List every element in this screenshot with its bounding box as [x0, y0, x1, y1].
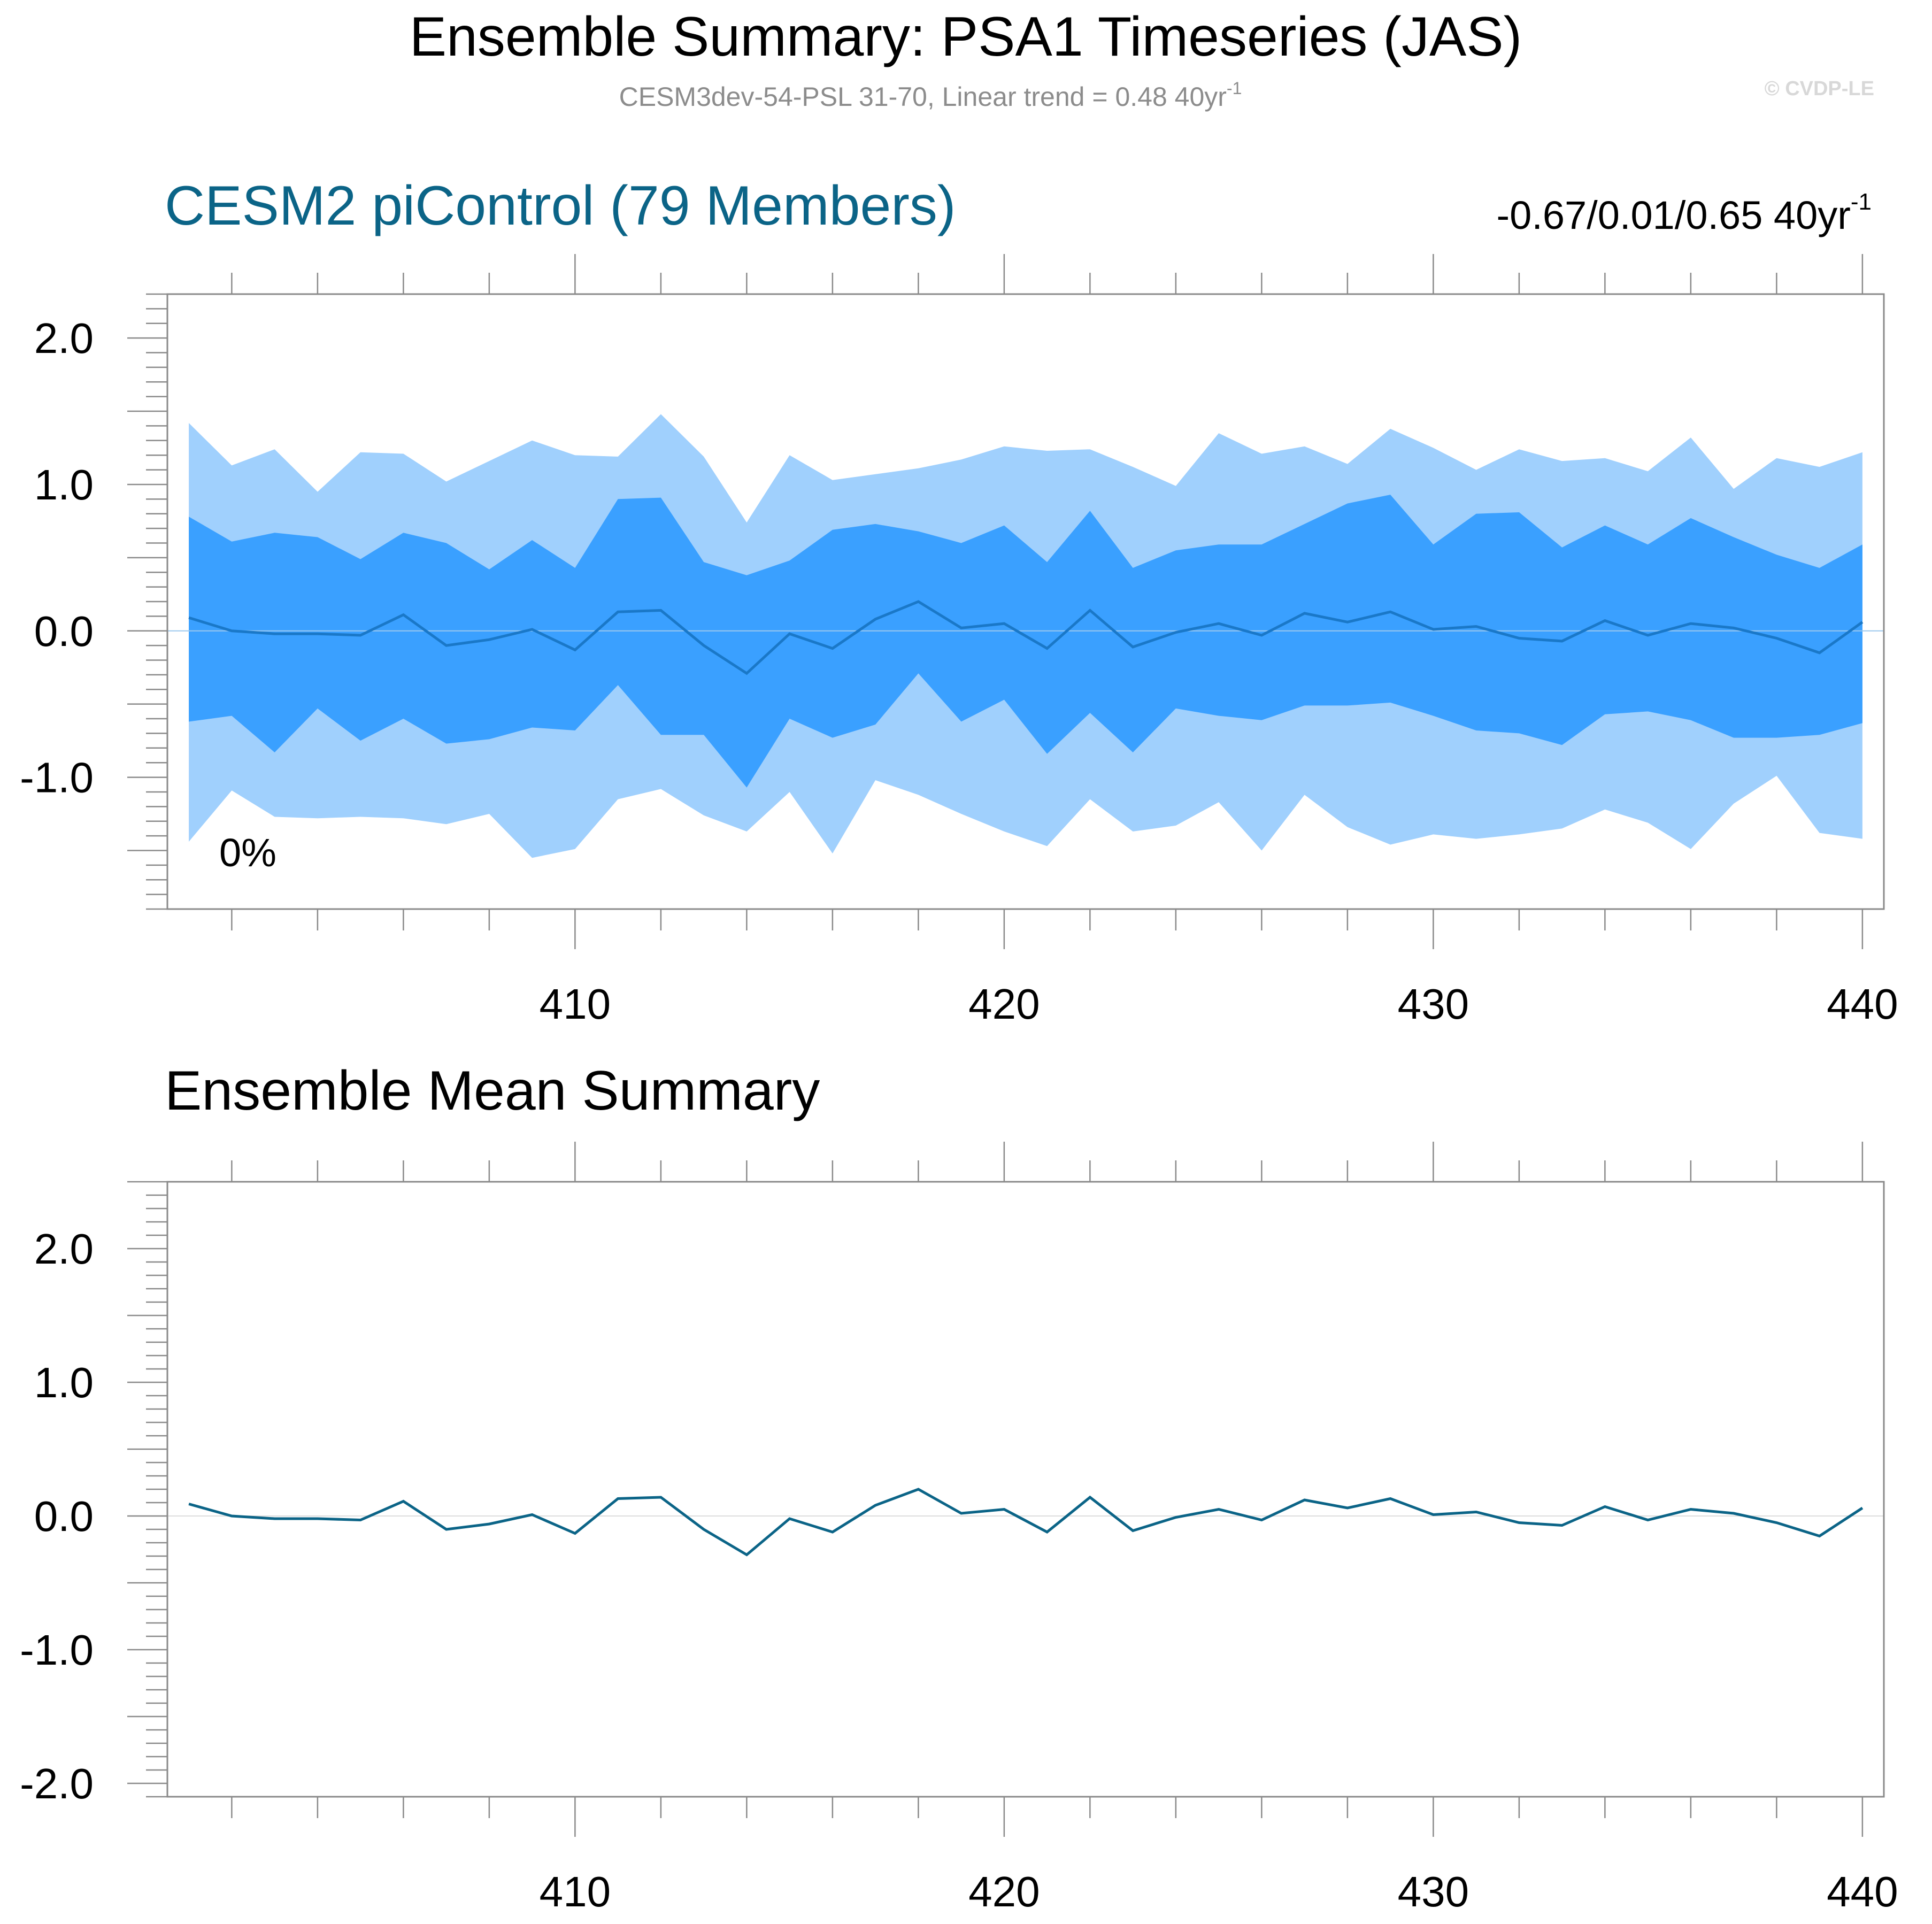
x-tick-label: 410: [540, 1868, 611, 1915]
y-tick-label: 0.0: [34, 607, 94, 655]
axis-ticks: [127, 1142, 1864, 1837]
percent-annotation: 0%: [219, 830, 276, 875]
panel-ensemble-mean: Ensemble Mean Summary -2.0-1.00.01.02.0 …: [20, 1060, 1898, 1915]
panel-ensemble-spread: CESM2 piControl (79 Members) -0.67/0.01/…: [20, 175, 1898, 1028]
trend-range-label: -0.67/0.01/0.65 40yr-1: [1497, 189, 1872, 237]
y-axis-labels: -2.0 -1.0 0.0 1.0 2.0: [20, 1225, 94, 1807]
trend-range-superscript: -1: [1851, 189, 1872, 215]
median-line: [188, 600, 1864, 675]
y-tick-label: 2.0: [34, 1225, 94, 1273]
plot-frame: [166, 1181, 1885, 1798]
x-tick-label: 430: [1398, 1868, 1469, 1915]
axis-ticks: [127, 254, 1864, 949]
y-tick-label: -1.0: [20, 1626, 94, 1674]
interquartile-band: [189, 495, 1862, 788]
x-axis-labels: 410 420 430 440: [540, 980, 1898, 1028]
y-tick-label: 1.0: [34, 1359, 94, 1406]
x-tick-label: 430: [1398, 980, 1469, 1028]
ensemble-mean-line: [188, 1488, 1864, 1557]
y-tick-label: 2.0: [34, 314, 94, 362]
x-tick-label: 440: [1827, 980, 1898, 1028]
x-tick-label: 410: [540, 980, 611, 1028]
figure-subtitle: CESM3dev-54-PSL 31-70, Linear trend = 0.…: [619, 79, 1242, 112]
panel-title-mean: Ensemble Mean Summary: [165, 1060, 820, 1122]
subtitle-text: CESM3dev-54-PSL 31-70, Linear trend = 0.…: [619, 82, 1227, 112]
trend-range-text: -0.67/0.01/0.65 40yr: [1497, 193, 1851, 237]
watermark: © CVDP-LE: [1765, 78, 1874, 100]
x-axis-labels: 410 420 430 440: [540, 1868, 1898, 1915]
y-axis-labels: -1.0 0.0 1.0 2.0: [20, 314, 94, 801]
y-tick-label: -1.0: [20, 754, 94, 802]
panel-title-ensemble: CESM2 piControl (79 Members): [165, 175, 956, 237]
x-tick-label: 440: [1827, 1868, 1898, 1915]
x-tick-label: 420: [968, 980, 1040, 1028]
subtitle-superscript: -1: [1227, 79, 1242, 98]
y-tick-label: -2.0: [20, 1760, 94, 1807]
y-tick-label: 1.0: [34, 461, 94, 509]
y-tick-label: 0.0: [34, 1492, 94, 1540]
x-tick-label: 420: [968, 1868, 1040, 1915]
figure-title: Ensemble Summary: PSA1 Timeseries (JAS): [410, 6, 1522, 68]
